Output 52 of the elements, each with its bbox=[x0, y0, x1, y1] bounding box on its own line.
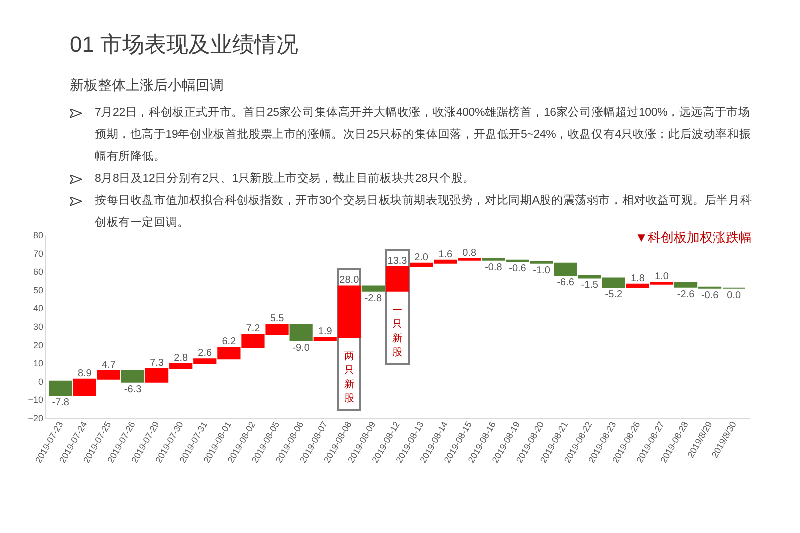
bar bbox=[121, 370, 145, 383]
data-label: 0.0 bbox=[727, 290, 742, 302]
y-tick-label: −20 bbox=[28, 414, 44, 424]
text: 按每日收盘市值加权拟合科创板指数，开市30个交易日板块前期表现强势，对比同期A股的震荡弱市，相对收益可观。后半月科创板有一定回调。 bbox=[95, 195, 752, 229]
data-label: -6.3 bbox=[124, 384, 142, 396]
data-label: 13.3 bbox=[388, 256, 408, 268]
data-label: 5.5 bbox=[270, 313, 285, 324]
data-label: -1.5 bbox=[581, 280, 599, 292]
bar bbox=[362, 286, 386, 292]
data-label: 2.8 bbox=[174, 352, 188, 364]
annotation: 一只新股 bbox=[392, 305, 402, 358]
annotation: 两只新股 bbox=[344, 351, 354, 404]
text: 8月8日及12日分别有2只、1只新股上市交易，截止目前板块共28只个股。 bbox=[94, 171, 476, 187]
data-label: 1.6 bbox=[438, 249, 453, 260]
data-label: 1.9 bbox=[318, 326, 333, 338]
data-label: -0.6 bbox=[509, 264, 527, 275]
data-label: -6.6 bbox=[557, 277, 575, 288]
data-label: -0.8 bbox=[485, 262, 503, 274]
data-label: -7.8 bbox=[52, 398, 70, 409]
data-label: 1.8 bbox=[630, 273, 646, 284]
data-label: -2.6 bbox=[677, 289, 696, 300]
data-label: 7.3 bbox=[150, 358, 164, 369]
legend-title: ▼科创板加权涨跌幅 bbox=[635, 229, 752, 247]
data-label: 6.2 bbox=[222, 336, 237, 348]
y-tick-label: 0 bbox=[38, 376, 44, 387]
bar bbox=[290, 324, 313, 342]
data-label: 2.0 bbox=[414, 252, 429, 264]
y-tick-label: 30 bbox=[33, 322, 44, 332]
y-tick-label: −10 bbox=[28, 395, 44, 406]
data-label: 4.7 bbox=[102, 360, 116, 371]
chart-subtitle: 新板整体上涨后小幅回调 bbox=[70, 77, 224, 95]
bar bbox=[49, 380, 72, 396]
data-label: -9.0 bbox=[292, 342, 310, 354]
y-tick-label: 80 bbox=[33, 230, 44, 240]
text: 7月22日，科创板正式开市。首日25家公司集体高开并大幅收涨，收涨400%雄踞榜首，16家公司涨幅超过100%，远远高于市场预期，也高于19年创业板首批股票上市的涨幅。次日25只标的集体回落，开盘低开5~24%，收盘仅有4只收涨；此后波动率和振幅有所降低。 bbox=[94, 105, 752, 165]
y-tick-label: 20 bbox=[33, 340, 44, 350]
data-label: 1.0 bbox=[655, 272, 670, 283]
y-tick-label: 50 bbox=[33, 285, 44, 296]
data-label: 8.9 bbox=[78, 368, 92, 380]
chart-title: 01 市场表现及业绩情况 bbox=[70, 31, 299, 59]
data-label: 28.0 bbox=[340, 275, 360, 286]
data-label: 0.8 bbox=[462, 248, 478, 259]
data-label: -1.0 bbox=[533, 265, 551, 276]
y-tick-label: 10 bbox=[33, 358, 44, 369]
y-tick-label: 60 bbox=[33, 267, 44, 278]
y-tick-label: 40 bbox=[33, 304, 44, 314]
data-label: 2.6 bbox=[198, 348, 213, 360]
data-label: 7.2 bbox=[246, 324, 261, 335]
data-label: -0.6 bbox=[701, 290, 720, 302]
data-label: -5.2 bbox=[605, 290, 623, 301]
y-tick-label: 70 bbox=[33, 248, 44, 259]
data-label: -2.8 bbox=[364, 293, 383, 304]
